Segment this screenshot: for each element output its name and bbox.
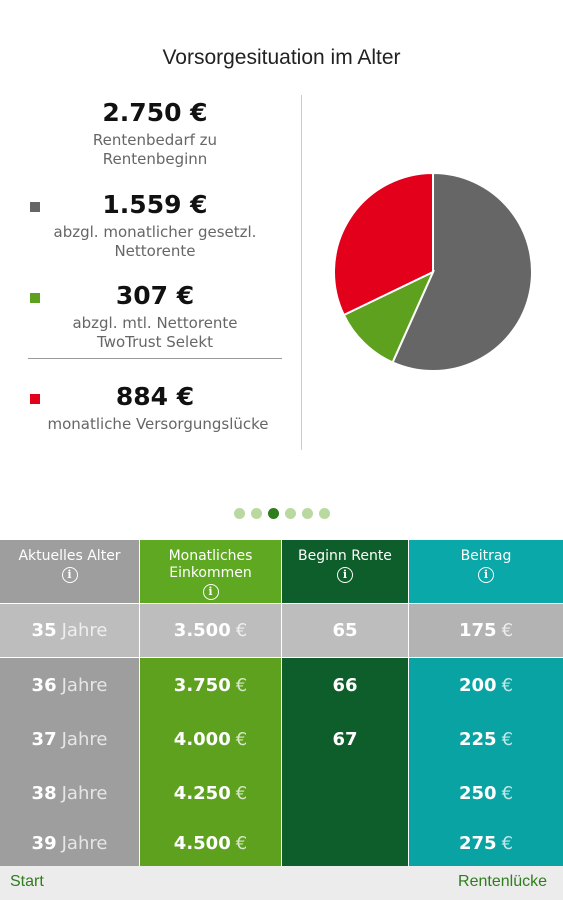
- table-cell: 3.750 €: [140, 658, 281, 712]
- cell-value: 4.000 €: [173, 728, 248, 750]
- header-label: Monatliches Einkommen: [168, 548, 253, 581]
- cell-unit: €: [235, 674, 248, 696]
- cell-unit: €: [235, 782, 248, 804]
- title: Vorsorgesituation im Alter: [162, 46, 401, 69]
- page-dot[interactable]: [234, 508, 245, 519]
- separator: [28, 358, 282, 359]
- header-label: Beitrag: [460, 548, 512, 564]
- legend-marker: [30, 394, 40, 404]
- cell-value: 250 €: [458, 782, 514, 804]
- legend-marker: [30, 293, 40, 303]
- cell-value: 3.750 €: [173, 674, 248, 696]
- next-button[interactable]: Rentenlücke: [458, 873, 547, 890]
- cell-unit: Jahre: [61, 620, 108, 641]
- cell-value: 66: [332, 674, 358, 696]
- table-cell: 65: [282, 604, 408, 657]
- cell-value: 175 €: [458, 620, 514, 641]
- cell-unit: €: [501, 728, 514, 750]
- cell-value: 35 Jahre: [31, 620, 108, 641]
- cell-unit: €: [501, 832, 514, 854]
- cell-unit: €: [235, 832, 248, 854]
- cell-unit: Jahre: [61, 728, 108, 750]
- cell-value: 39 Jahre: [31, 832, 108, 854]
- info-icon[interactable]: i: [337, 567, 353, 583]
- caption: abzgl. monatlicher gesetzl. Nettorente: [53, 223, 257, 260]
- cell-value: 67: [332, 728, 358, 750]
- cell-value: 4.250 €: [173, 782, 248, 804]
- legend-marker: [30, 202, 40, 212]
- info-icon[interactable]: i: [61, 567, 78, 583]
- total-caption: Rentenbedarf zu Rentenbeginn: [92, 131, 218, 168]
- cell-value: 275 €: [458, 832, 514, 854]
- footer-bar: Start Rentenlücke: [0, 866, 563, 900]
- amount: 307 €: [115, 281, 195, 310]
- cell-value: 4.500 €: [173, 832, 248, 854]
- pie-slice: [342, 269, 436, 364]
- info-icon[interactable]: i: [478, 567, 494, 583]
- cell-value: 65: [332, 620, 358, 641]
- page-dot[interactable]: [302, 508, 313, 519]
- page-dot[interactable]: [285, 508, 296, 519]
- start-button[interactable]: Start: [10, 873, 44, 890]
- page-dot[interactable]: [268, 508, 279, 519]
- page-dot[interactable]: [251, 508, 262, 519]
- pie-slice: [391, 171, 533, 372]
- table-cell: 225 €: [409, 712, 563, 766]
- table-cell: 200 €: [409, 658, 563, 712]
- table-cell: 3.500 €: [140, 604, 281, 657]
- cell-value: 225 €: [458, 728, 514, 750]
- table-cell: [282, 820, 408, 866]
- page-dot[interactable]: [319, 508, 330, 519]
- cell-unit: Jahre: [61, 832, 108, 854]
- table-cell: 66: [282, 658, 408, 712]
- table-cell: 35 Jahre: [0, 604, 139, 657]
- cell-value: 37 Jahre: [31, 728, 108, 750]
- cell-unit: Jahre: [61, 782, 108, 804]
- cell-value: 38 Jahre: [31, 782, 108, 804]
- cell-value: 3.500 €: [173, 620, 248, 641]
- amount: 884 €: [115, 382, 195, 411]
- table-cell: [282, 766, 408, 820]
- total-amount: 2.750 €: [102, 98, 208, 127]
- caption: abzgl. mtl. Nettorente TwoTrust Selekt: [72, 314, 238, 351]
- cell-value: 36 Jahre: [31, 674, 108, 696]
- divider: [301, 95, 302, 450]
- caption: monatliche Versorgungslücke: [47, 415, 269, 433]
- table-cell: 67: [282, 712, 408, 766]
- table-cell: 275 €: [409, 820, 563, 866]
- pie-slice: [333, 171, 434, 317]
- amount: 1.559 €: [102, 190, 208, 219]
- summary-item: 1.559 € abzgl. monatlicher gesetzl. Netto…: [28, 190, 282, 261]
- column-header: Monatliches Einkommen i: [140, 540, 281, 603]
- column-header: Beitrag i: [409, 540, 563, 603]
- column-header: Beginn Rente i: [282, 540, 408, 603]
- table-cell: 250 €: [409, 766, 563, 820]
- header-label: Beginn Rente: [298, 548, 392, 564]
- summary-item: 884 € monatliche Versorgungslücke: [28, 382, 282, 434]
- header-label: Aktuelles Alter: [18, 548, 121, 564]
- table-cell: 4.250 €: [140, 766, 281, 820]
- total: 2.750 € Rentenbedarf zu Rentenbeginn: [28, 98, 282, 169]
- cell-unit: €: [235, 728, 248, 750]
- cell-unit: €: [235, 620, 248, 641]
- pie-chart: [333, 171, 533, 372]
- table-cell: 37 Jahre: [0, 712, 139, 766]
- cell-unit: Jahre: [61, 674, 108, 696]
- cell-unit: €: [501, 620, 514, 641]
- table-cell: 38 Jahre: [0, 766, 139, 820]
- cell-unit: €: [501, 674, 514, 696]
- table-cell: 36 Jahre: [0, 658, 139, 712]
- column-header: Aktuelles Alter i: [0, 540, 139, 603]
- page-indicator: [0, 504, 563, 524]
- summary-item: 307 € abzgl. mtl. Nettorente TwoTrust Sel…: [28, 281, 282, 352]
- table-cell: 4.500 €: [140, 820, 281, 866]
- table-cell: 4.000 €: [140, 712, 281, 766]
- cell-value: 200 €: [458, 674, 514, 696]
- info-icon[interactable]: i: [202, 584, 219, 600]
- table-cell: 175 €: [409, 604, 563, 657]
- table-cell: 39 Jahre: [0, 820, 139, 866]
- cell-unit: €: [501, 782, 514, 804]
